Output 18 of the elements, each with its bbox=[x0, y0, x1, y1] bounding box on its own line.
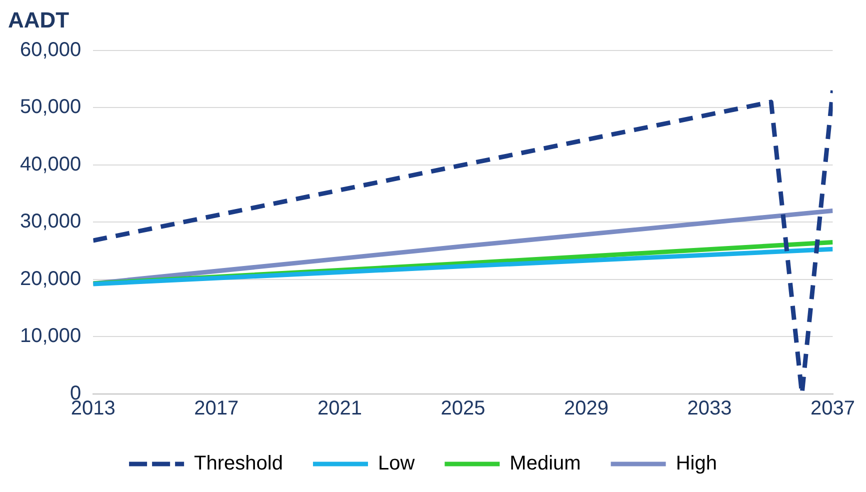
legend-label: Medium bbox=[510, 452, 581, 475]
x-tick-label: 2033 bbox=[687, 398, 732, 420]
y-tick-label: 50,000 bbox=[20, 96, 82, 118]
y-tick-label: 40,000 bbox=[20, 153, 82, 176]
legend-label: Low bbox=[378, 452, 416, 475]
legend-label: High bbox=[676, 452, 717, 475]
x-tick-label: 2037 bbox=[810, 398, 856, 420]
x-tick-label: 2017 bbox=[194, 398, 239, 420]
x-tick-label: 2021 bbox=[317, 398, 362, 420]
x-tick-label: 2029 bbox=[564, 398, 608, 420]
y-tick-label: 60,000 bbox=[20, 38, 82, 61]
y-tick-label: 30,000 bbox=[20, 210, 82, 233]
line-series bbox=[93, 88, 833, 394]
y-tick-label: 20,000 bbox=[20, 268, 82, 290]
chart-title: AADT bbox=[8, 7, 70, 32]
x-tick-label: 2025 bbox=[440, 398, 486, 420]
legend-label: Threshold bbox=[194, 452, 283, 475]
y-tick-label: 10,000 bbox=[20, 325, 82, 348]
